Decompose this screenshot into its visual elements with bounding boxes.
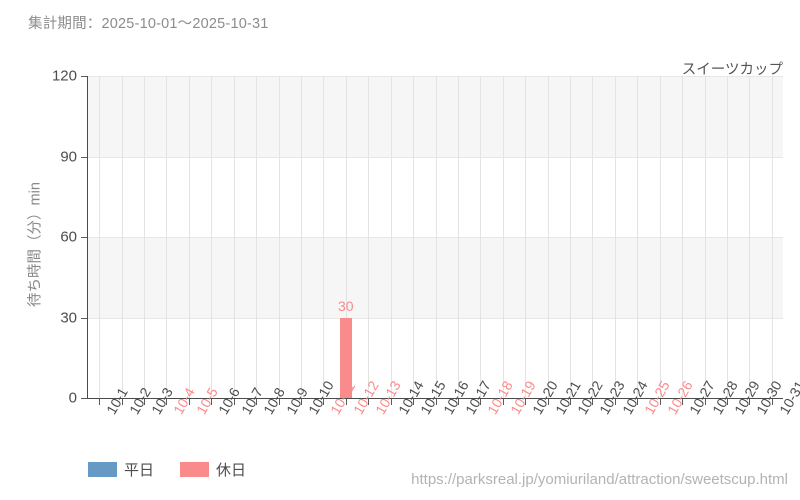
x-tick-mark [525, 399, 527, 405]
y-tick-label: 60 [60, 228, 77, 246]
legend-label: 休日 [216, 462, 247, 479]
x-tick-mark [503, 399, 505, 405]
vertical-gridline [279, 76, 280, 398]
bar-value-label: 30 [338, 297, 354, 314]
vertical-gridline [727, 76, 728, 398]
attraction-title: スイーツカップ [681, 62, 783, 78]
vertical-gridline [772, 76, 773, 398]
x-tick-mark [189, 399, 191, 405]
x-tick-mark [480, 399, 482, 405]
legend-swatch-holiday [180, 462, 210, 477]
y-tick-mark [81, 317, 87, 319]
vertical-gridline [570, 76, 571, 398]
y-tick-mark [81, 76, 87, 78]
vertical-gridline [682, 76, 683, 398]
vertical-gridline [592, 76, 593, 398]
x-tick-mark [570, 399, 572, 405]
vertical-gridline [660, 76, 661, 398]
vertical-gridline [637, 76, 638, 398]
plot-area: 30 [88, 76, 783, 398]
y-tick-label: 30 [60, 309, 77, 326]
x-tick-mark [413, 399, 415, 405]
x-tick-mark [727, 399, 729, 405]
x-tick-mark [368, 399, 370, 405]
vertical-gridline [480, 76, 481, 398]
x-tick-mark [323, 399, 325, 405]
x-tick-mark [234, 399, 236, 405]
x-tick-mark [99, 399, 101, 405]
x-tick-mark [256, 399, 258, 405]
vertical-gridline [458, 76, 459, 398]
x-tick-mark [772, 399, 774, 405]
x-tick-mark [211, 399, 213, 405]
vertical-gridline [256, 76, 257, 398]
horizontal-gridline [88, 76, 783, 77]
plot-band [88, 237, 783, 318]
legend-swatch-weekday [88, 462, 117, 477]
vertical-gridline [368, 76, 369, 398]
vertical-gridline [301, 76, 302, 398]
legend: 平日 休日 [88, 459, 246, 480]
x-tick-mark [705, 399, 707, 405]
y-tick-label: 120 [51, 67, 77, 85]
period-caption: 集計期間：2025-10-01〜2025-10-31 [28, 16, 269, 32]
x-tick-mark [660, 399, 662, 405]
x-tick-mark [122, 399, 124, 405]
y-tick-label: 90 [60, 148, 77, 165]
y-axis-line [87, 76, 89, 399]
x-tick-mark [458, 399, 460, 405]
vertical-gridline [211, 76, 212, 398]
vertical-gridline [234, 76, 235, 398]
x-axis-line [87, 398, 783, 400]
y-tick-mark [81, 398, 87, 400]
plot-band [88, 76, 783, 157]
y-tick-mark [81, 237, 87, 239]
vertical-gridline [122, 76, 123, 398]
vertical-gridline [503, 76, 504, 398]
vertical-gridline [525, 76, 526, 398]
vertical-gridline [189, 76, 190, 398]
vertical-gridline [391, 76, 392, 398]
y-tick-label: 0 [68, 389, 77, 407]
vertical-gridline [749, 76, 750, 398]
legend-item-holiday[interactable]: 休日 [180, 459, 246, 480]
plot-band [88, 156, 783, 237]
horizontal-gridline [88, 156, 783, 158]
x-tick-mark [301, 399, 303, 405]
x-tick-mark [346, 399, 348, 405]
vertical-gridline [346, 76, 347, 398]
x-tick-mark [391, 399, 393, 405]
vertical-gridline [166, 76, 167, 398]
horizontal-gridline [88, 237, 783, 238]
x-tick-mark [615, 399, 617, 405]
plot-band [88, 317, 783, 398]
y-axis-ticks: 0 30 60 90 120 [0, 0, 77, 500]
x-tick-mark [436, 399, 438, 405]
vertical-gridline [413, 76, 414, 398]
x-tick-mark [548, 399, 550, 405]
legend-label: 平日 [124, 462, 155, 479]
legend-item-weekday[interactable]: 平日 [88, 459, 154, 480]
vertical-gridline [144, 76, 145, 398]
y-tick-mark [81, 156, 87, 158]
vertical-gridline [615, 76, 616, 398]
x-tick-mark [279, 399, 281, 405]
vertical-gridline [548, 76, 549, 398]
x-tick-mark [749, 399, 751, 405]
x-tick-mark [166, 399, 168, 405]
x-tick-mark [682, 399, 684, 405]
horizontal-gridline [88, 317, 783, 319]
x-tick-mark [637, 399, 639, 405]
vertical-gridline [436, 76, 437, 398]
source-url: https://parksreal.jp/yomiuriland/attract… [411, 471, 788, 488]
x-tick-mark [144, 399, 146, 405]
bar-10-12[interactable] [339, 317, 352, 398]
vertical-gridline [705, 76, 706, 398]
vertical-gridline [99, 76, 100, 398]
x-tick-mark [592, 399, 594, 405]
vertical-gridline [323, 76, 324, 398]
